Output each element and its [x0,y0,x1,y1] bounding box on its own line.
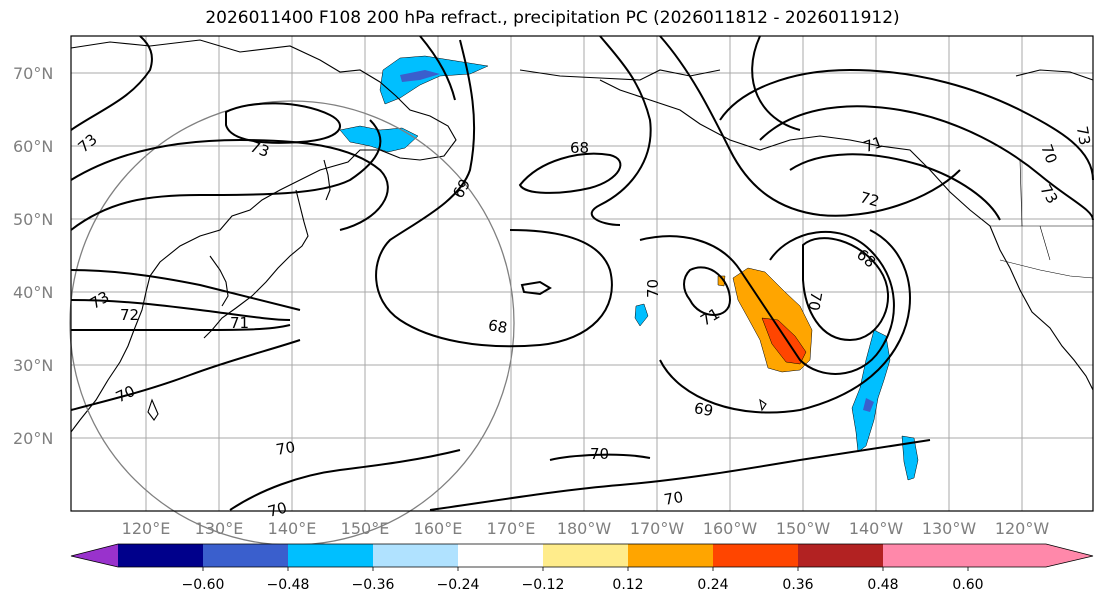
graticule [71,36,1093,511]
colorbar-swatch [203,544,288,567]
contour-label: 71 [230,314,249,332]
lat-label: 40°N [13,283,53,302]
colorbar-swatch [458,544,543,567]
lon-label: 120°W [995,519,1050,538]
contour-label: 69 [693,399,715,420]
longitude-labels: 120°E 130°E 140°E 150°E 160°E 170°E 180°… [122,519,1050,538]
contour-label: 70 [1037,142,1060,166]
colorbar-swatch [798,544,883,567]
colorbar-tick-label: −0.12 [522,577,565,593]
colorbar-outline [70,543,1094,568]
contour-label: 70 [590,445,609,463]
colorbar-tick-label: 0.12 [612,577,643,593]
contour-label: 70 [266,499,289,521]
colorbar-tick-label: 0.36 [782,577,813,593]
colorbar-tick-label: −0.60 [182,577,225,593]
contour-label: 73 [248,137,272,160]
colorbar-swatch [713,544,798,567]
contour-label: 68 [487,316,509,337]
contour-label: 72 [858,188,881,210]
colorbar-tick-label: 0.24 [697,577,728,593]
colorbar-swatch [288,544,373,567]
contour-label: 68 [570,139,589,157]
lat-label: 30°N [13,356,53,375]
contour-label: 70 [804,290,825,312]
contour-label: 70 [275,438,297,459]
contour-label: 70 [663,488,685,509]
colorbar-tick-label: 0.60 [952,577,983,593]
borders [990,159,1094,279]
colorbar-tick-label: 0.48 [867,577,898,593]
colorbar-swatch [628,544,713,567]
colorbar-extend-max [968,544,1093,567]
colorbar-swatch [883,544,968,567]
refractivity-contours [70,35,1094,511]
lon-label: 130°E [195,519,244,538]
latitude-labels: 70°N 60°N 50°N 40°N 30°N 20°N [13,64,53,448]
lon-label: 160°W [703,519,758,538]
lon-label: 130°W [922,519,977,538]
lat-label: 60°N [13,137,53,156]
map-background [71,36,1093,511]
map-frame [70,35,1094,512]
lon-label: 150°E [341,519,390,538]
lat-label: 70°N [13,64,53,83]
lat-label: 50°N [13,210,53,229]
contour-label: 72 [120,306,139,324]
lon-label: 170°W [630,519,685,538]
lon-label: 150°W [776,519,831,538]
colorbar-swatch [373,544,458,567]
colorbar-ticks [202,567,969,571]
map-title: 2026011400 F108 200 hPa refract., precip… [205,8,900,28]
colorbar-tick-label: −0.24 [437,577,480,593]
colorbar-swatch [543,544,628,567]
lon-label: 140°E [268,519,317,538]
colorbar-tick-label: −0.48 [267,577,310,593]
lon-label: 180°W [557,519,612,538]
lon-label: 140°W [849,519,904,538]
lat-label: 20°N [13,429,53,448]
lon-label: 160°E [414,519,463,538]
colorbar: −0.60 −0.48 −0.36 −0.24 −0.12 0.12 0.24 … [70,543,1094,593]
contour-label: 71 [861,133,885,156]
lon-label: 170°E [487,519,536,538]
colorbar-tick-label: −0.36 [352,577,395,593]
colorbar-extend-min [71,544,118,567]
colorbar-swatch [118,544,203,567]
contour-label: 73 [1073,125,1094,147]
contour-label: 70 [644,279,662,298]
lon-label: 120°E [122,519,171,538]
